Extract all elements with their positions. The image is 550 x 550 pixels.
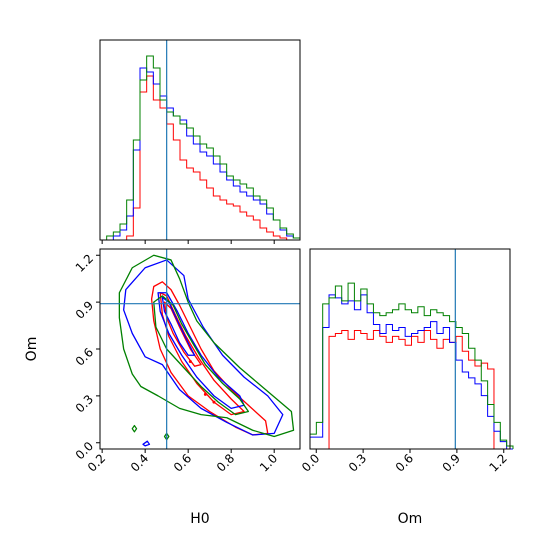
h0-om-contours — [100, 249, 300, 449]
om-hist-tick-label: 0.6 — [393, 451, 416, 474]
h0-hist-green — [100, 55, 301, 241]
h0-tick-label: 0.4 — [128, 451, 151, 474]
om-histogram-series — [309, 249, 514, 450]
h0-hist-blue — [100, 67, 301, 241]
h0-hist-frame — [99, 39, 301, 241]
h0-om-yticks: 0.00.30.60.91.2 — [73, 251, 100, 462]
h0-hist-xticks — [101, 240, 275, 244]
om-hist-tick-label: 1.2 — [486, 451, 509, 474]
h0-tick-label: 1.0 — [257, 451, 280, 474]
contour-green — [131, 424, 138, 433]
om-axis-title: Om — [398, 511, 423, 527]
contour-green — [153, 295, 250, 416]
om-hist-blue — [309, 294, 513, 450]
om-hist-red — [310, 329, 513, 450]
om-hist-tick-label: 0.0 — [299, 451, 322, 474]
contour-dot-red — [203, 392, 207, 396]
om-hist-green — [309, 282, 514, 449]
contour-blue — [142, 440, 151, 447]
contour-red — [159, 292, 245, 416]
om-hist-frame — [309, 248, 511, 450]
contour-red — [150, 281, 269, 436]
contour-blue — [161, 296, 196, 356]
contour-red — [163, 301, 202, 367]
h0-histogram-series — [100, 40, 301, 241]
om-tick-label: 0.6 — [73, 345, 96, 368]
om-tick-label: 0.9 — [73, 298, 96, 321]
panel-om-vs-h0: 0.2 0.4 0.6 0.8 1.0 0.00.30.60.91.2 — [73, 248, 301, 475]
h0-om-xticks: 0.2 0.4 0.6 0.8 1.0 — [85, 449, 280, 475]
om-hist-tick-label: 0.3 — [346, 451, 369, 474]
om-tick-label: 1.2 — [73, 251, 96, 274]
om-tick-label: 0.3 — [73, 392, 96, 415]
h0-om-frame — [99, 248, 301, 450]
contour-group — [100, 249, 300, 449]
h0-axis-title: H0 — [190, 511, 209, 527]
contour-green — [163, 432, 170, 441]
contour-dot-red — [212, 400, 216, 404]
om-hist-xticks: 0.0 0.3 0.6 0.9 1.2 — [299, 449, 510, 475]
panel-h0-hist — [99, 39, 301, 244]
panel-om-hist: 0.0 0.3 0.6 0.9 1.2 — [299, 248, 514, 475]
h0-tick-label: 0.6 — [171, 451, 194, 474]
om-yaxis-title: Om — [24, 337, 40, 362]
om-hist-tick-label: 0.9 — [440, 451, 463, 474]
h0-tick-label: 0.8 — [214, 451, 237, 474]
h0-hist-red — [100, 75, 300, 241]
contour-blue — [123, 259, 284, 436]
contour-dot-red — [188, 360, 192, 363]
contour-green — [118, 254, 295, 438]
